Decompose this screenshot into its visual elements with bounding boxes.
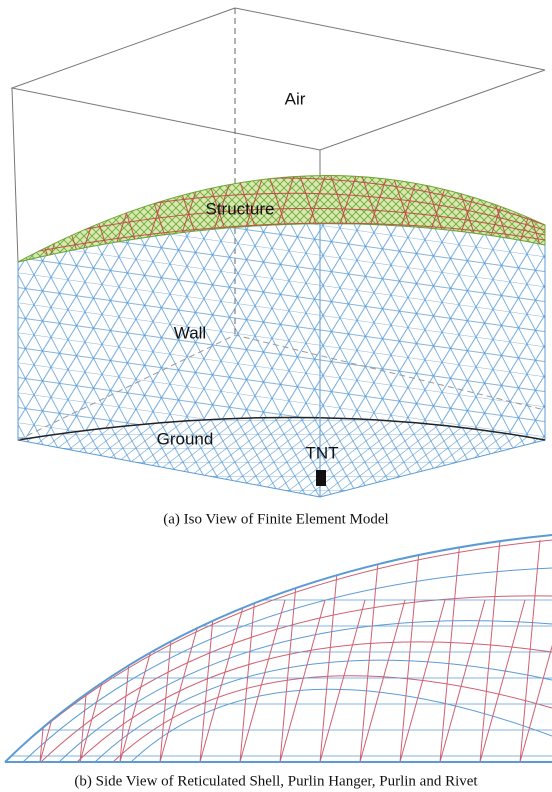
hanger (40, 540, 85, 762)
tnt-charge (316, 470, 326, 486)
caption-b: (b) Side View of Reticulated Shell, Purl… (74, 773, 478, 789)
hanger (400, 540, 445, 762)
panel-a: Air Structure Wall Ground TNT (a) Iso Vi… (0, 8, 552, 527)
purlin (95, 660, 552, 762)
purlin (131, 689, 552, 762)
panel-b: (b) Side View of Reticulated Shell, Purl… (0, 535, 552, 789)
hanger (240, 540, 285, 762)
figure: Air Structure Wall Ground TNT (a) Iso Vi… (0, 0, 552, 792)
dome-rib (0, 140, 58, 260)
hanger (360, 540, 405, 762)
label-tnt: TNT (305, 443, 338, 462)
label-wall: Wall (174, 323, 206, 342)
hanger (280, 540, 325, 762)
caption-a: (a) Iso View of Finite Element Model (163, 511, 388, 527)
purlin (5, 540, 552, 762)
hanger (480, 540, 525, 762)
label-air: Air (285, 89, 306, 108)
hanger (200, 540, 245, 762)
hanger (80, 540, 125, 762)
label-structure: Structure (206, 199, 275, 218)
hanger (160, 540, 205, 762)
label-ground: Ground (157, 429, 214, 448)
